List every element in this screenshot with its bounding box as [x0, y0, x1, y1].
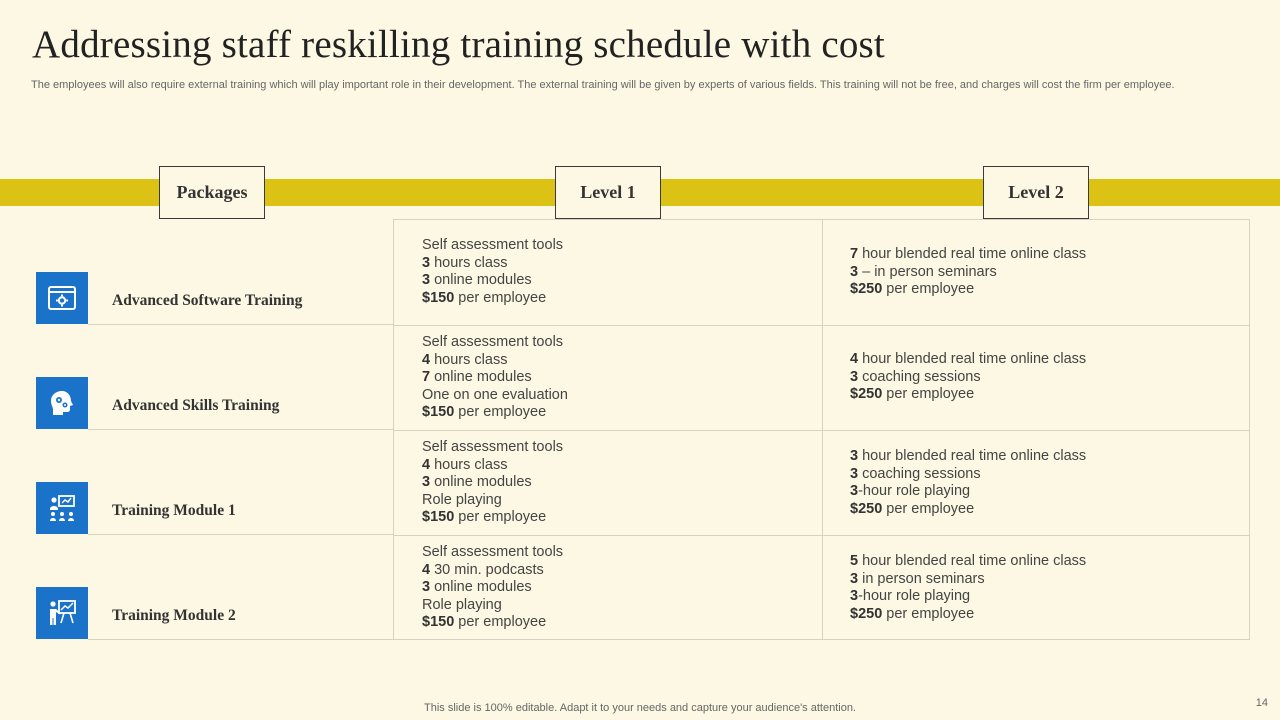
- level2-line: 3 in person seminars: [850, 570, 985, 587]
- level1-line: Self assessment tools: [422, 237, 564, 253]
- level2-line: 5 hour blended real time online class: [850, 553, 1087, 569]
- level2-line: 3 hour blended real time online class: [850, 448, 1087, 464]
- level2-line: 3-hour role playing: [850, 483, 971, 499]
- level1-line: 4 hours class: [422, 351, 508, 368]
- level2-line: 3 – in person seminars: [850, 263, 997, 280]
- level2-cell: 7 hour blended real time online class 3 …: [850, 246, 1086, 299]
- level1-line: Role playing: [422, 491, 502, 508]
- presentation-board-icon: [36, 587, 88, 639]
- level1-line: $150 per employee: [422, 289, 547, 306]
- level2-header: Level 2: [983, 166, 1089, 219]
- row-divider: [88, 429, 393, 430]
- level1-line: $150 per employee: [422, 614, 547, 630]
- level1-line: Self assessment tools: [422, 439, 564, 455]
- brain-gears-icon: [36, 377, 88, 429]
- level1-line: 7 online modules: [422, 369, 532, 385]
- footer-note: This slide is 100% editable. Adapt it to…: [424, 702, 856, 714]
- level2-line: 4 hour blended real time online class: [850, 351, 1087, 367]
- package-label: Advanced Software Training: [112, 292, 303, 309]
- browser-settings-icon: [36, 272, 88, 324]
- level2-line: 3-hour role playing: [850, 588, 971, 604]
- row-divider: [394, 325, 1249, 326]
- level1-line: Self assessment tools: [422, 544, 564, 560]
- package-label: Advanced Skills Training: [112, 397, 280, 414]
- row-divider: [394, 430, 1249, 431]
- package-label: Training Module 2: [112, 607, 236, 624]
- column-divider: [822, 220, 823, 639]
- level2-cell: 5 hour blended real time online class 3 …: [850, 553, 1086, 623]
- level1-line: One on one evaluation: [422, 386, 568, 403]
- package-label: Training Module 1: [112, 502, 236, 519]
- level2-line: $250 per employee: [850, 605, 975, 622]
- levels-table: Self assessment tools 3 hours class 3 on…: [393, 219, 1250, 640]
- level1-cell: Self assessment tools 4 30 min. podcasts…: [422, 544, 563, 632]
- level1-cell: Self assessment tools 4 hours class 3 on…: [422, 439, 563, 527]
- level2-line: $250 per employee: [850, 500, 975, 517]
- row-divider: [88, 639, 393, 640]
- level1-cell: Self assessment tools 4 hours class 7 on…: [422, 334, 568, 422]
- package-row: Training Module 2: [36, 535, 393, 640]
- level1-line: 3 online modules: [422, 579, 532, 595]
- level1-line: 3 hours class: [422, 254, 508, 271]
- level1-header: Level 1: [555, 166, 661, 219]
- level1-line: $150 per employee: [422, 404, 547, 420]
- page-subtitle: The employees will also require external…: [31, 79, 1175, 91]
- package-row: Advanced Skills Training: [36, 325, 393, 430]
- row-divider: [88, 324, 393, 325]
- page-number: 14: [1255, 697, 1268, 709]
- level1-line: 3 online modules: [422, 272, 532, 288]
- level1-line: Role playing: [422, 596, 502, 613]
- presenter-group-icon: [36, 482, 88, 534]
- row-divider: [88, 534, 393, 535]
- level2-line: $250 per employee: [850, 281, 975, 297]
- level1-line: $150 per employee: [422, 509, 547, 525]
- level1-cell: Self assessment tools 3 hours class 3 on…: [422, 237, 563, 307]
- level1-line: 3 online modules: [422, 474, 532, 490]
- level2-line: 3 coaching sessions: [850, 368, 981, 385]
- level2-line: 7 hour blended real time online class: [850, 246, 1087, 262]
- level1-line: 4 hours class: [422, 456, 508, 473]
- level2-line: $250 per employee: [850, 386, 975, 402]
- packages-header: Packages: [159, 166, 265, 219]
- level2-cell: 4 hour blended real time online class 3 …: [850, 351, 1086, 404]
- package-row: Training Module 1: [36, 430, 393, 535]
- level1-line: 4 30 min. podcasts: [422, 561, 544, 578]
- level1-line: Self assessment tools: [422, 334, 564, 350]
- page-title: Addressing staff reskilling training sch…: [32, 23, 885, 66]
- row-divider: [394, 535, 1249, 536]
- level2-cell: 3 hour blended real time online class 3 …: [850, 448, 1086, 518]
- level2-line: 3 coaching sessions: [850, 465, 981, 482]
- package-row: Advanced Software Training: [36, 220, 393, 325]
